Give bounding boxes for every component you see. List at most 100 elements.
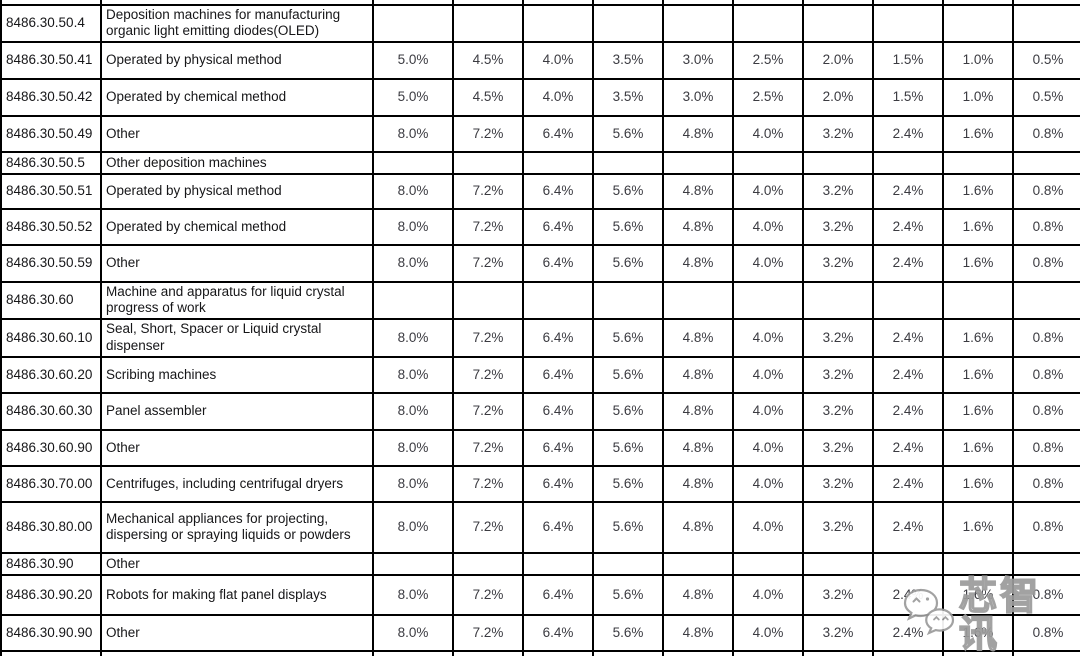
rate-cell bbox=[732, 551, 804, 576]
table-row: 8486.30.50.49 Other 8.0% 7.2% 6.4% 5.6% 4.8% 4.… bbox=[0, 114, 1080, 153]
rate-cell: 8.0% bbox=[372, 613, 454, 652]
rate-cell: 2.5% bbox=[732, 77, 804, 117]
rate-cell: 4.0% bbox=[732, 613, 804, 652]
rate-cell: 4.8% bbox=[662, 428, 734, 467]
description-cell: Deposition machines for manufacturing or… bbox=[100, 4, 374, 43]
description-cell: Mechanical appliances for projecting, di… bbox=[100, 500, 374, 554]
rate-cell: 1.0% bbox=[942, 40, 1014, 80]
empty-cell bbox=[662, 0, 734, 6]
rate-cell bbox=[802, 280, 874, 320]
rate-cell: 2.4% bbox=[872, 317, 944, 358]
rate-cell bbox=[872, 551, 944, 576]
rate-cell: 2.4% bbox=[872, 464, 944, 503]
rate-cell: 6.4% bbox=[522, 573, 594, 616]
table-row: 8486.30.50.59 Other 8.0% 7.2% 6.4% 5.6% 4.8% 4.… bbox=[0, 243, 1080, 283]
rate-cell: 4.0% bbox=[732, 243, 804, 283]
rate-cell: 8.0% bbox=[372, 391, 454, 431]
empty-cell bbox=[522, 649, 594, 656]
rate-cell: 4.8% bbox=[662, 391, 734, 431]
rate-cell bbox=[802, 551, 874, 576]
rate-cell: 5.6% bbox=[592, 428, 664, 467]
table-row: 8486.30.60.90 Other 8.0% 7.2% 6.4% 5.6% 4.8% 4.… bbox=[0, 428, 1080, 467]
empty-cell bbox=[522, 0, 594, 6]
rate-cell: 5.6% bbox=[592, 464, 664, 503]
rate-cell: 3.2% bbox=[802, 464, 874, 503]
rate-cell: 3.2% bbox=[802, 391, 874, 431]
rate-cell: 3.2% bbox=[802, 207, 874, 246]
code-cell: 8486.30.60.20 bbox=[0, 355, 102, 394]
rate-cell: 3.0% bbox=[662, 40, 734, 80]
rate-cell bbox=[592, 4, 664, 43]
table-row: 8486.30.60.30 Panel assembler 8.0% 7.2% 6.4%… bbox=[0, 391, 1080, 431]
rate-cell: 7.2% bbox=[452, 428, 524, 467]
code-cell: 8486.30.90.20 bbox=[0, 573, 102, 616]
rate-cell bbox=[522, 150, 594, 175]
rate-cell: 4.0% bbox=[732, 355, 804, 394]
rate-cell bbox=[662, 150, 734, 175]
rate-cell: 7.2% bbox=[452, 464, 524, 503]
rate-cell bbox=[1012, 551, 1080, 576]
empty-cell bbox=[592, 0, 664, 6]
rate-cell: 4.8% bbox=[662, 243, 734, 283]
rate-cell: 7.2% bbox=[452, 613, 524, 652]
rate-cell: 4.8% bbox=[662, 573, 734, 616]
rate-cell: 1.6% bbox=[942, 464, 1014, 503]
rate-cell: 5.6% bbox=[592, 317, 664, 358]
rate-cell: 4.0% bbox=[732, 317, 804, 358]
rate-cell: 2.4% bbox=[872, 243, 944, 283]
rate-cell: 6.4% bbox=[522, 355, 594, 394]
empty-cell bbox=[100, 0, 374, 6]
rate-cell: 1.0% bbox=[942, 77, 1014, 117]
table-row: 8486.30.60.20 Scribing machines 8.0% 7.2% 6.… bbox=[0, 355, 1080, 394]
rate-cell: 7.2% bbox=[452, 573, 524, 616]
rate-cell: 5.6% bbox=[592, 172, 664, 210]
rate-cell: 4.8% bbox=[662, 207, 734, 246]
rate-cell: 3.2% bbox=[802, 428, 874, 467]
rate-cell bbox=[522, 551, 594, 576]
rate-cell: 1.6% bbox=[942, 317, 1014, 358]
rate-cell bbox=[662, 280, 734, 320]
rate-cell: 7.2% bbox=[452, 114, 524, 153]
rate-cell bbox=[372, 551, 454, 576]
empty-cell bbox=[802, 649, 874, 656]
code-cell: 8486.30.50.49 bbox=[0, 114, 102, 153]
code-cell: 8486.30.50.51 bbox=[0, 172, 102, 210]
rate-cell: 3.2% bbox=[802, 243, 874, 283]
empty-cell bbox=[942, 0, 1014, 6]
description-cell: Operated by chemical method bbox=[100, 207, 374, 246]
rate-cell bbox=[942, 551, 1014, 576]
rate-cell: 6.4% bbox=[522, 114, 594, 153]
rate-cell: 1.6% bbox=[942, 573, 1014, 616]
rate-cell: 6.4% bbox=[522, 317, 594, 358]
rate-cell: 8.0% bbox=[372, 500, 454, 554]
rate-cell bbox=[1012, 4, 1080, 43]
code-cell: 8486.30.50.41 bbox=[0, 40, 102, 80]
rate-cell bbox=[372, 280, 454, 320]
description-cell: Other bbox=[100, 551, 374, 576]
empty-cell bbox=[1012, 649, 1080, 656]
rate-cell: 2.4% bbox=[872, 500, 944, 554]
description-cell: Other bbox=[100, 243, 374, 283]
code-cell: 8486.30.90 bbox=[0, 551, 102, 576]
rate-cell: 7.2% bbox=[452, 207, 524, 246]
rate-cell bbox=[452, 150, 524, 175]
rate-cell: 2.0% bbox=[802, 77, 874, 117]
rate-cell: 5.6% bbox=[592, 243, 664, 283]
empty-cell bbox=[452, 649, 524, 656]
rate-cell: 3.5% bbox=[592, 40, 664, 80]
description-cell: Operated by physical method bbox=[100, 40, 374, 80]
rate-cell: 6.4% bbox=[522, 428, 594, 467]
rate-cell: 4.0% bbox=[732, 573, 804, 616]
rate-cell: 8.0% bbox=[372, 114, 454, 153]
rate-cell: 6.4% bbox=[522, 464, 594, 503]
empty-cell bbox=[802, 0, 874, 6]
rate-cell: 0.8% bbox=[1012, 500, 1080, 554]
rate-cell: 4.8% bbox=[662, 464, 734, 503]
rate-cell: 4.0% bbox=[732, 428, 804, 467]
rate-cell bbox=[942, 280, 1014, 320]
rate-cell bbox=[372, 150, 454, 175]
rate-cell: 3.2% bbox=[802, 573, 874, 616]
rate-cell: 0.8% bbox=[1012, 207, 1080, 246]
rate-cell bbox=[732, 280, 804, 320]
